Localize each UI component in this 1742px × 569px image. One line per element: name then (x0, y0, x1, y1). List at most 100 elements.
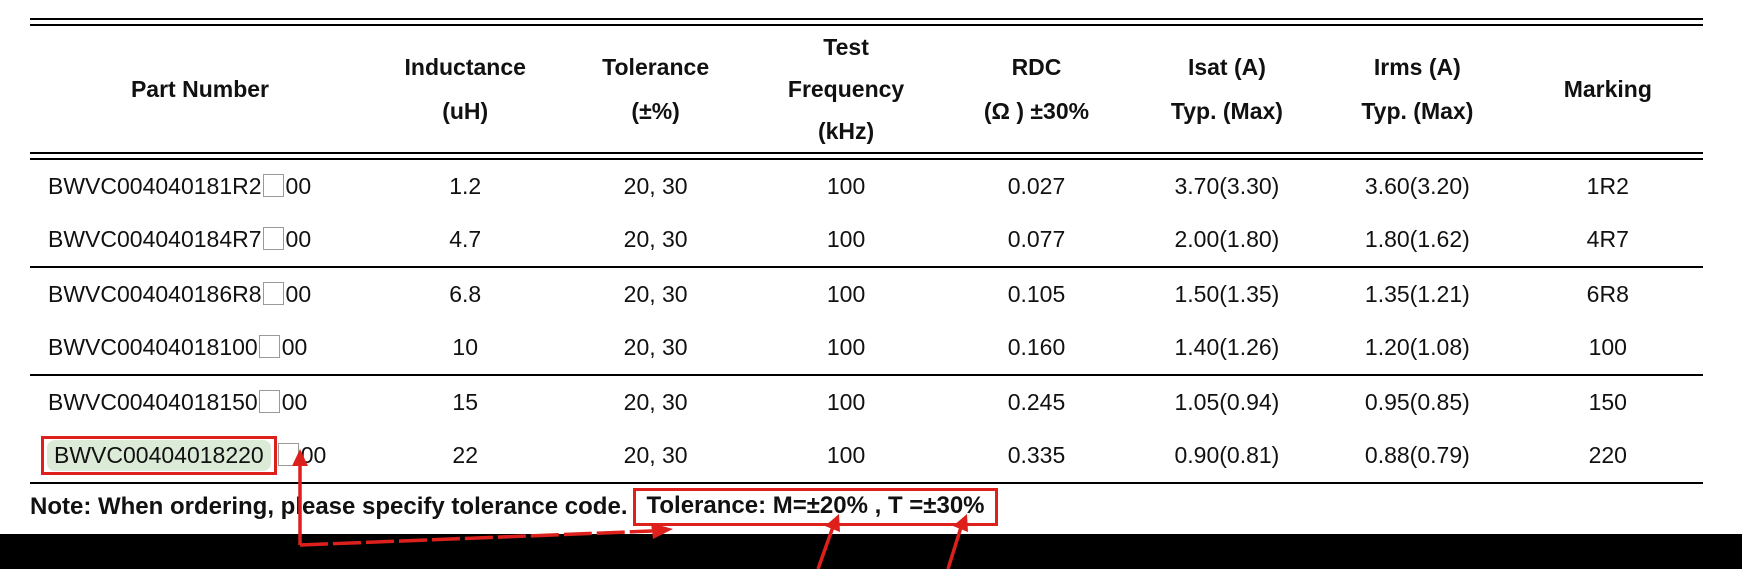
tolerance-cell: 20, 30 (623, 173, 688, 199)
marking-cell: 100 (1588, 334, 1627, 360)
header-line: Tolerance (602, 54, 710, 80)
irms-cell: 1.20(1.08) (1364, 334, 1470, 360)
rdc-cell: 0.245 (1007, 389, 1066, 415)
part-number-cell: BWVC00404018220 00 (30, 436, 370, 475)
group-separator-rule (30, 374, 1703, 376)
tolerance-code-placeholder-box (262, 174, 284, 197)
header-line: Typ. (Max) (1361, 98, 1474, 124)
header-inductance: Inductance (uH) (370, 45, 560, 133)
test-frequency-cell: 100 (826, 281, 866, 307)
rdc-cell: 0.105 (1007, 281, 1066, 307)
header-line: (uH) (442, 98, 489, 124)
part-number-prefix: BWVC004040186R8 (48, 281, 262, 307)
part-number-cell: BWVC004040184R7 00 (30, 226, 370, 253)
header-line: Inductance (404, 54, 526, 80)
part-number-cell: BWVC00404018100 00 (30, 334, 370, 361)
header-line: (kHz) (817, 118, 875, 144)
rdc-cell: 0.027 (1007, 173, 1066, 199)
part-number-prefix: BWVC004040184R7 (48, 226, 262, 252)
highlighted-part-number: BWVC00404018220 (47, 440, 271, 471)
inductance-cell: 15 (452, 389, 478, 415)
tolerance-code-placeholder-box (258, 390, 280, 413)
rdc-cell: 0.335 (1007, 442, 1066, 468)
header-line: (Ω ) ±30% (983, 98, 1090, 124)
isat-cell: 0.90(0.81) (1174, 442, 1280, 468)
part-number-prefix: BWVC004040181R2 (48, 173, 262, 199)
table-row: BWVC004040186R8 00 6.8 20, 30 100 0.105 1… (30, 268, 1703, 321)
inductance-cell: 6.8 (449, 281, 482, 307)
table-row: BWVC004040181R2 00 1.2 20, 30 100 0.027 3… (30, 160, 1703, 213)
test-frequency-cell: 100 (826, 226, 866, 252)
header-line: Marking (1563, 76, 1652, 102)
group-separator-rule (30, 266, 1703, 268)
spec-table: Part Number Inductance (uH) Tolerance (±… (30, 0, 1703, 530)
header-line: Frequency (787, 76, 905, 102)
tolerance-cell: 20, 30 (623, 334, 688, 360)
marking-cell: 6R8 (1586, 281, 1629, 307)
isat-cell: 1.50(1.35) (1174, 281, 1280, 307)
note-row: Note: When ordering, please specify tole… (30, 484, 1703, 530)
part-number-suffix: 00 (285, 173, 312, 199)
inductance-cell: 4.7 (449, 226, 482, 252)
part-number-cell: BWVC00404018150 00 (30, 389, 370, 416)
table-header-row: Part Number Inductance (uH) Tolerance (±… (30, 26, 1703, 152)
part-number-cell: BWVC004040186R8 00 (30, 281, 370, 308)
tolerance-code-placeholder-box (262, 227, 284, 250)
irms-cell: 1.80(1.62) (1364, 226, 1470, 252)
test-frequency-cell: 100 (826, 334, 866, 360)
tolerance-cell: 20, 30 (623, 389, 688, 415)
header-isat: Isat (A) Typ. (Max) (1132, 45, 1322, 133)
header-irms: Irms (A) Typ. (Max) (1322, 45, 1512, 133)
part-number-cell: BWVC004040181R2 00 (30, 173, 370, 200)
part-number-prefix: BWVC00404018100 (48, 334, 258, 360)
header-bottom-double-rule (30, 152, 1703, 160)
table-row: BWVC00404018220 00 22 20, 30 100 0.335 0.… (30, 429, 1703, 482)
header-line: Test (823, 34, 869, 60)
tolerance-cell: 20, 30 (623, 281, 688, 307)
test-frequency-cell: 100 (826, 173, 866, 199)
part-number-suffix: 00 (300, 442, 327, 468)
highlight-red-box: BWVC00404018220 (41, 436, 277, 475)
table-top-double-rule (30, 18, 1703, 26)
bottom-black-bar (0, 534, 1742, 569)
header-line: Isat (A) (1187, 54, 1266, 80)
marking-cell: 1R2 (1586, 173, 1629, 199)
inductance-cell: 22 (452, 442, 478, 468)
tolerance-callout-red-box: Tolerance: M=±20% , T =±30% (633, 488, 998, 526)
header-test-frequency: Test Frequency (kHz) (751, 26, 941, 152)
header-line: Part Number (130, 76, 270, 102)
irms-cell: 0.88(0.79) (1364, 442, 1470, 468)
header-tolerance: Tolerance (±%) (560, 45, 750, 133)
table-bottom-rule (30, 482, 1703, 484)
part-number-suffix: 00 (281, 334, 308, 360)
table-row: BWVC00404018150 00 15 20, 30 100 0.245 1.… (30, 376, 1703, 429)
header-line: (±%) (631, 98, 680, 124)
irms-cell: 0.95(0.85) (1364, 389, 1470, 415)
tolerance-code-placeholder-box (262, 282, 284, 305)
header-line: Irms (A) (1373, 54, 1461, 80)
marking-cell: 150 (1588, 389, 1627, 415)
header-rdc: RDC (Ω ) ±30% (941, 45, 1131, 133)
part-number-suffix: 00 (285, 226, 312, 252)
header-marking: Marking (1513, 67, 1703, 111)
tolerance-code-placeholder-box (258, 335, 280, 358)
part-number-suffix: 00 (281, 389, 308, 415)
table-row: BWVC00404018100 00 10 20, 30 100 0.160 1.… (30, 321, 1703, 374)
tolerance-cell: 20, 30 (623, 442, 688, 468)
part-number-suffix: 00 (285, 281, 312, 307)
test-frequency-cell: 100 (826, 389, 866, 415)
part-number-prefix: BWVC00404018150 (48, 389, 258, 415)
irms-cell: 3.60(3.20) (1364, 173, 1470, 199)
inductance-cell: 10 (452, 334, 478, 360)
isat-cell: 1.40(1.26) (1174, 334, 1280, 360)
isat-cell: 2.00(1.80) (1174, 226, 1280, 252)
test-frequency-cell: 100 (826, 442, 866, 468)
rdc-cell: 0.077 (1007, 226, 1066, 252)
rdc-cell: 0.160 (1007, 334, 1066, 360)
inductance-cell: 1.2 (449, 173, 482, 199)
header-line: RDC (1011, 54, 1062, 80)
table-row: BWVC004040184R7 00 4.7 20, 30 100 0.077 2… (30, 213, 1703, 266)
isat-cell: 1.05(0.94) (1174, 389, 1280, 415)
tolerance-code-placeholder-box (277, 443, 299, 466)
